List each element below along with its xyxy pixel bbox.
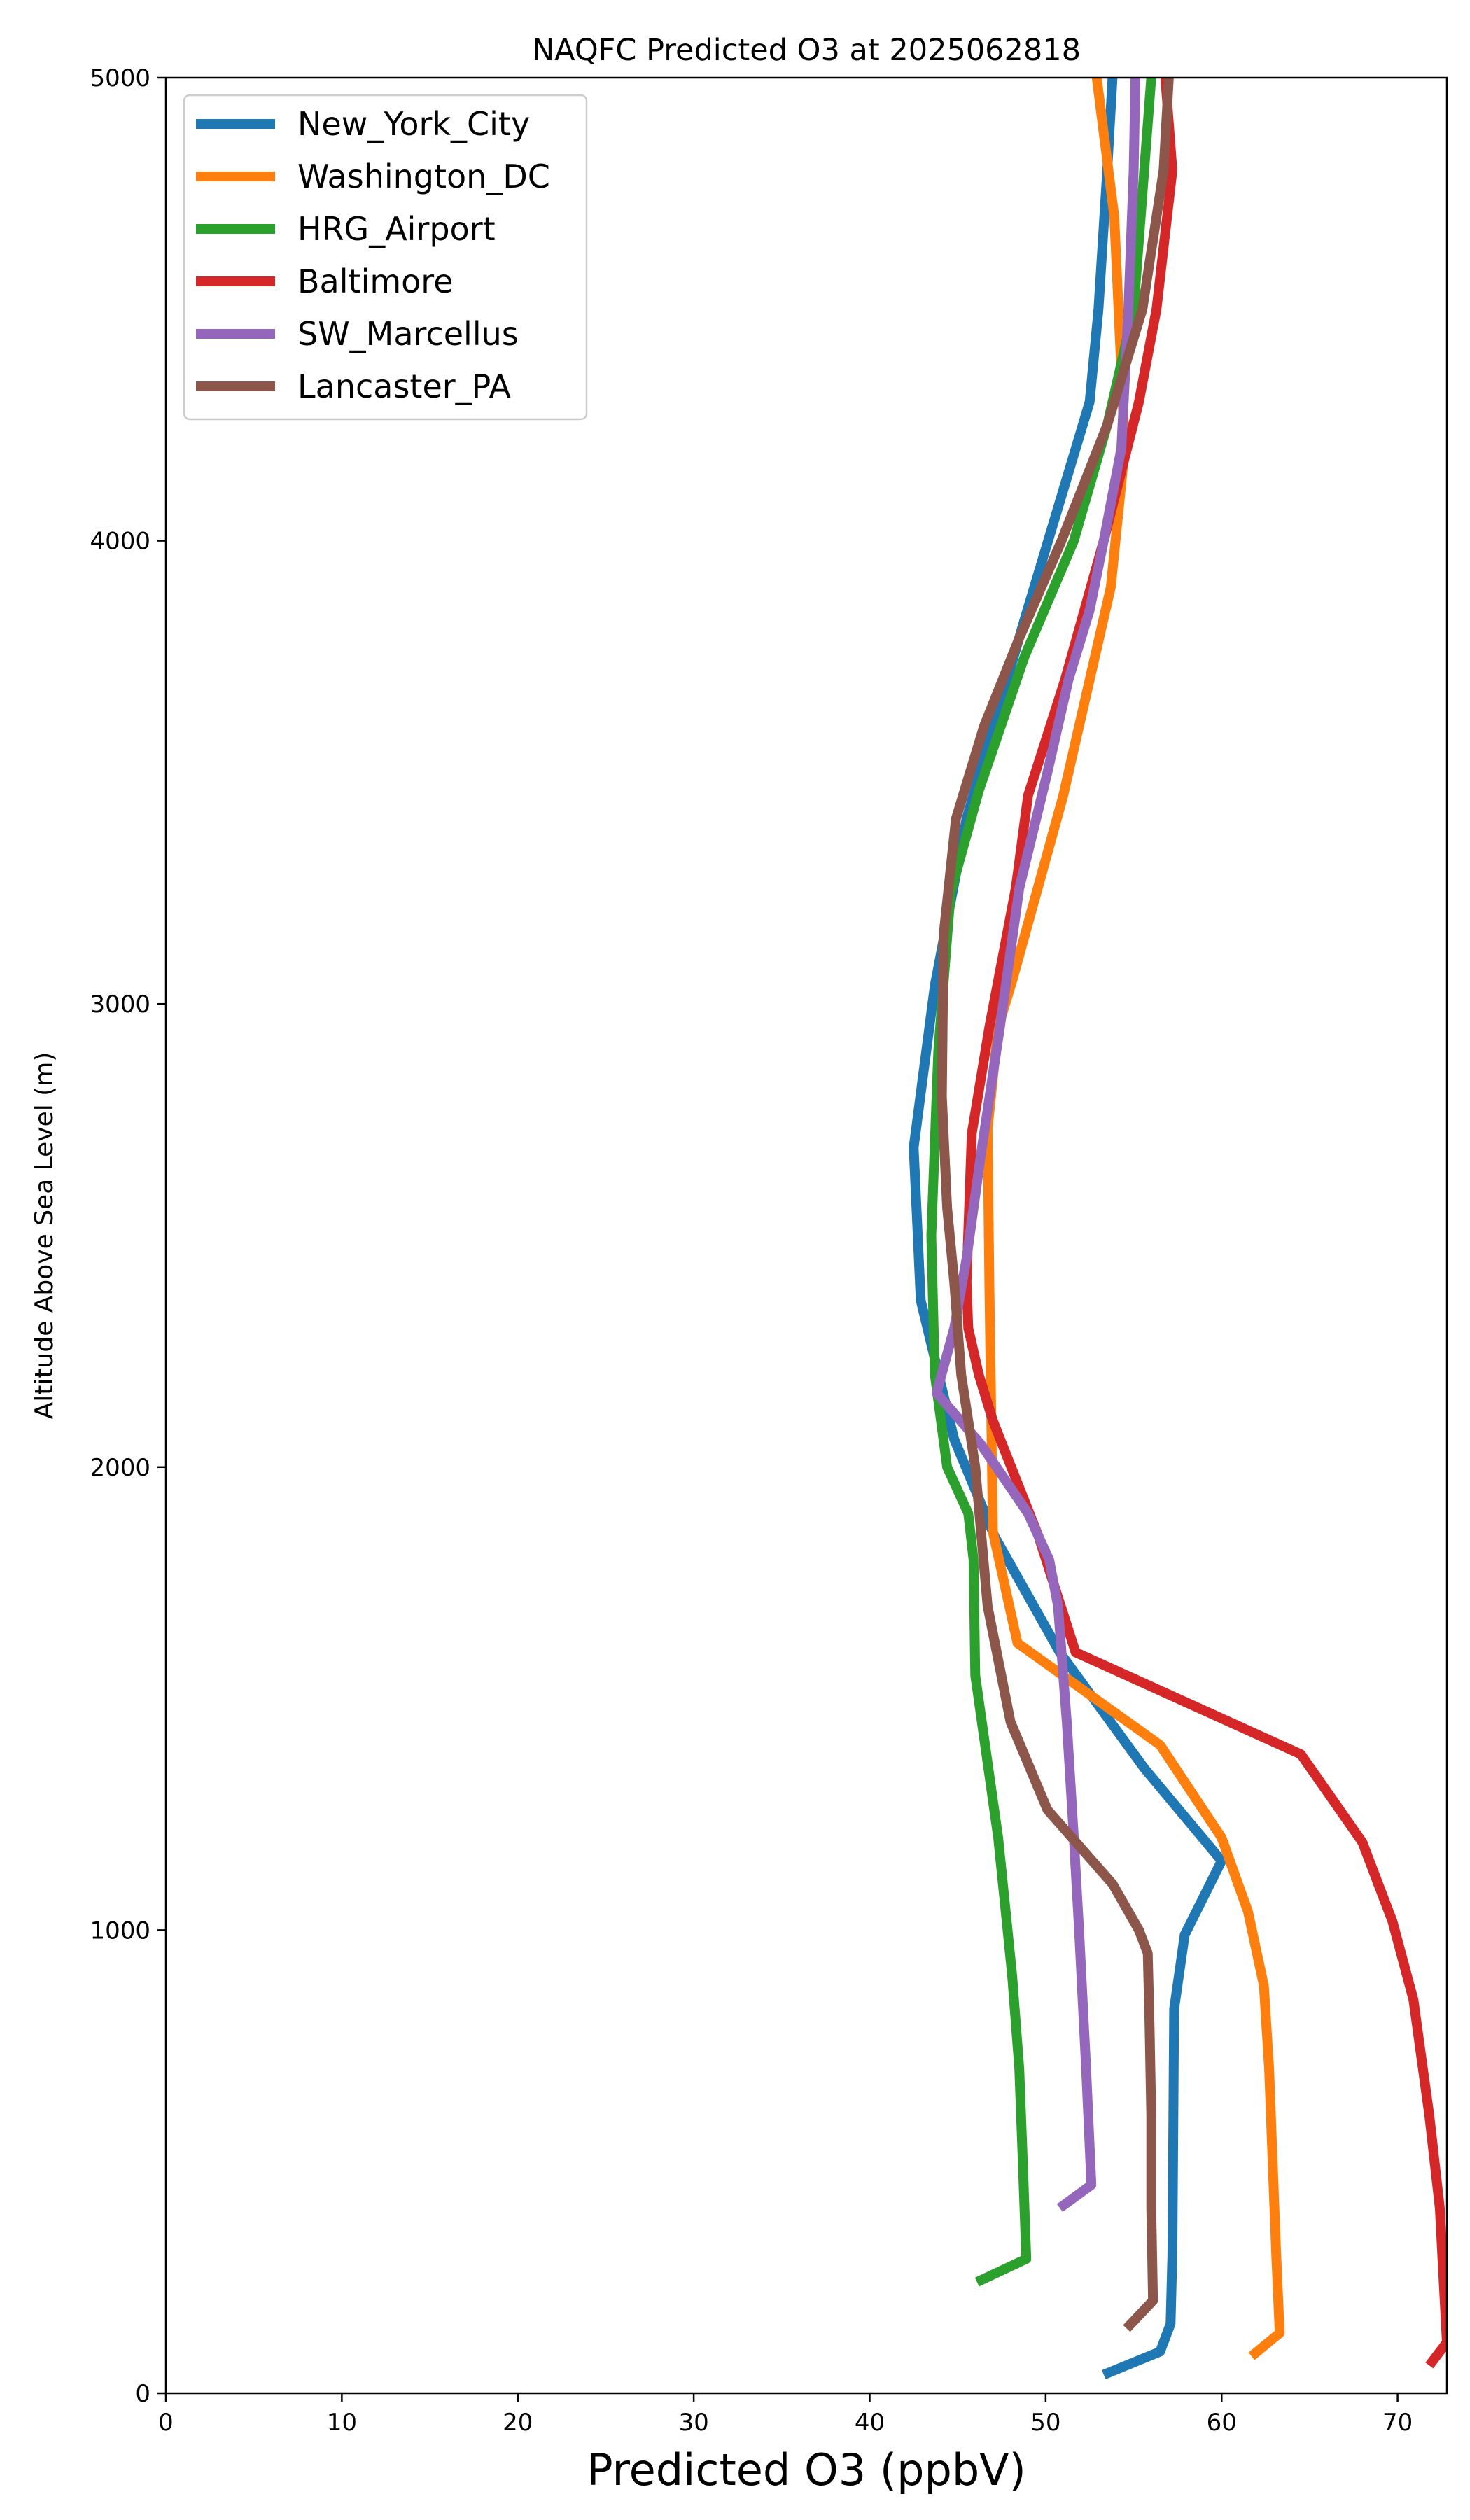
y-axis: 0 1000 2000 3000 4000 5000 — [90, 64, 166, 2408]
series-line-SW_Marcellus — [932, 78, 1141, 2213]
series-layer — [909, 78, 1447, 2379]
series-line-Lancaster_PA — [937, 78, 1174, 2332]
legend-label-Baltimore: Baltimore — [298, 262, 454, 300]
legend: New_York_City Washington_DC HRG_Airport Bal… — [183, 94, 588, 421]
legend-label-HRG_Airport: HRG_Airport — [298, 210, 496, 248]
y-tick-label: 2000 — [90, 1454, 150, 1482]
x-tick-label: 10 — [327, 2409, 357, 2437]
x-tick-label: 20 — [503, 2409, 533, 2437]
x-tick-label: 0 — [158, 2409, 174, 2437]
x-axis: 0 10 20 30 40 50 60 70 — [158, 2393, 1413, 2437]
legend-frame — [183, 94, 588, 421]
legend-label-SW_Marcellus: SW_Marcellus — [298, 315, 519, 353]
series-line-HRG_Airport — [926, 78, 1156, 2287]
legend-label-New_York_City: New_York_City — [298, 105, 530, 143]
y-tick-label: 5000 — [90, 64, 150, 92]
x-tick-label: 70 — [1382, 2409, 1413, 2437]
x-axis-title: Predicted O3 (ppbV) — [587, 2444, 1026, 2496]
x-tick-label: 60 — [1207, 2409, 1237, 2437]
x-tick-label: 40 — [855, 2409, 885, 2437]
x-tick-label: 30 — [678, 2409, 708, 2437]
y-axis-title: Altitude Above Sea Level (m) — [30, 1052, 59, 1420]
series-line-Washington_DC — [982, 78, 1285, 2360]
y-tick-label: 0 — [135, 2380, 150, 2408]
plot-frame — [164, 76, 1448, 2395]
y-tick-label: 1000 — [90, 1917, 150, 1945]
x-tick-label: 50 — [1030, 2409, 1060, 2437]
legend-label-Lancaster_PA: Lancaster_PA — [298, 368, 511, 405]
legend-label-Washington_DC: Washington_DC — [298, 158, 550, 195]
y-tick-label: 4000 — [90, 528, 150, 556]
chart-title: NAQFC Predicted O3 at 2025062818 — [532, 33, 1081, 68]
y-tick-label: 3000 — [90, 990, 150, 1018]
